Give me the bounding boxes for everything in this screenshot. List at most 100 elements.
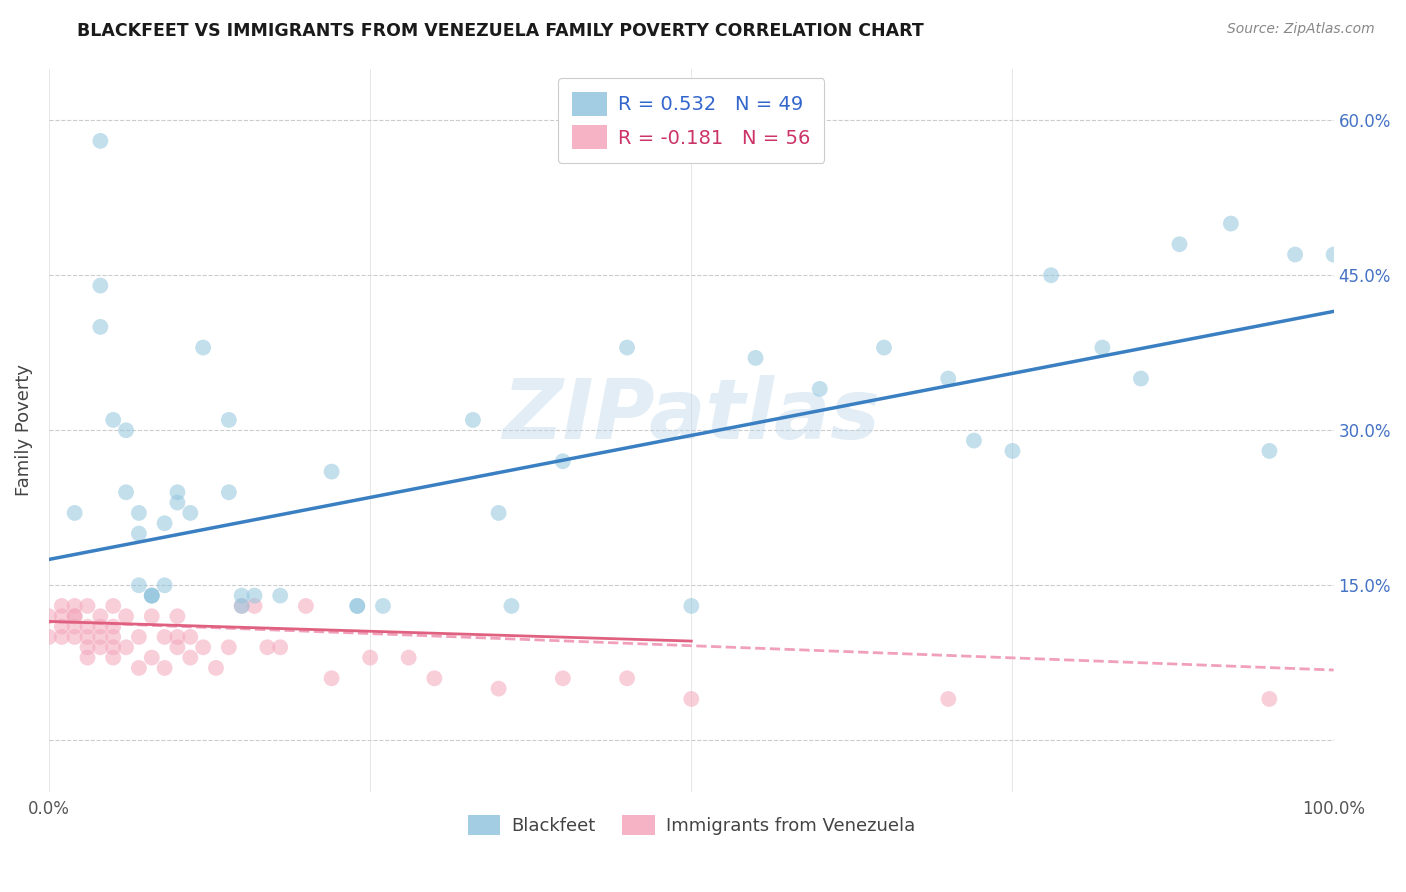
- Point: [63, 619, 86, 633]
- Point: [76, 630, 98, 644]
- Point: [141, 589, 163, 603]
- Point: [616, 341, 638, 355]
- Point: [51, 599, 73, 613]
- Point: [179, 630, 201, 644]
- Point: [89, 640, 111, 655]
- Point: [231, 599, 253, 613]
- Point: [38, 630, 60, 644]
- Point: [346, 599, 368, 613]
- Point: [153, 516, 176, 531]
- Point: [873, 341, 896, 355]
- Point: [179, 506, 201, 520]
- Point: [398, 650, 420, 665]
- Point: [89, 134, 111, 148]
- Point: [166, 495, 188, 509]
- Point: [423, 671, 446, 685]
- Point: [359, 650, 381, 665]
- Point: [115, 640, 138, 655]
- Point: [63, 599, 86, 613]
- Point: [936, 692, 959, 706]
- Point: [218, 413, 240, 427]
- Point: [205, 661, 228, 675]
- Point: [38, 609, 60, 624]
- Point: [89, 609, 111, 624]
- Text: BLACKFEET VS IMMIGRANTS FROM VENEZUELA FAMILY POVERTY CORRELATION CHART: BLACKFEET VS IMMIGRANTS FROM VENEZUELA F…: [77, 22, 924, 40]
- Point: [231, 599, 253, 613]
- Point: [256, 640, 278, 655]
- Point: [166, 640, 188, 655]
- Point: [103, 413, 125, 427]
- Point: [115, 609, 138, 624]
- Point: [1258, 692, 1281, 706]
- Text: Source: ZipAtlas.com: Source: ZipAtlas.com: [1227, 22, 1375, 37]
- Point: [63, 609, 86, 624]
- Point: [153, 578, 176, 592]
- Point: [461, 413, 484, 427]
- Point: [153, 661, 176, 675]
- Point: [63, 609, 86, 624]
- Point: [191, 341, 214, 355]
- Point: [371, 599, 394, 613]
- Point: [103, 650, 125, 665]
- Point: [141, 609, 163, 624]
- Point: [501, 599, 523, 613]
- Text: ZIPatlas: ZIPatlas: [502, 376, 880, 457]
- Point: [551, 454, 574, 468]
- Point: [141, 589, 163, 603]
- Point: [616, 671, 638, 685]
- Point: [191, 640, 214, 655]
- Y-axis label: Family Poverty: Family Poverty: [15, 364, 32, 496]
- Point: [269, 640, 291, 655]
- Point: [89, 619, 111, 633]
- Point: [488, 506, 510, 520]
- Point: [103, 630, 125, 644]
- Point: [76, 619, 98, 633]
- Point: [243, 589, 266, 603]
- Point: [744, 351, 766, 365]
- Point: [76, 640, 98, 655]
- Point: [1323, 247, 1346, 261]
- Point: [1284, 247, 1306, 261]
- Point: [1091, 341, 1114, 355]
- Point: [128, 526, 150, 541]
- Point: [128, 630, 150, 644]
- Point: [808, 382, 831, 396]
- Point: [103, 640, 125, 655]
- Legend: Blackfeet, Immigrants from Venezuela: Blackfeet, Immigrants from Venezuela: [458, 805, 924, 845]
- Point: [231, 589, 253, 603]
- Point: [681, 599, 703, 613]
- Point: [76, 650, 98, 665]
- Point: [153, 630, 176, 644]
- Point: [89, 630, 111, 644]
- Point: [218, 485, 240, 500]
- Point: [103, 619, 125, 633]
- Point: [63, 630, 86, 644]
- Point: [128, 578, 150, 592]
- Point: [51, 609, 73, 624]
- Point: [321, 465, 343, 479]
- Point: [1129, 371, 1152, 385]
- Point: [218, 640, 240, 655]
- Point: [179, 650, 201, 665]
- Point: [1258, 444, 1281, 458]
- Point: [1219, 217, 1241, 231]
- Point: [321, 671, 343, 685]
- Point: [115, 423, 138, 437]
- Point: [89, 319, 111, 334]
- Point: [63, 506, 86, 520]
- Point: [681, 692, 703, 706]
- Point: [346, 599, 368, 613]
- Point: [166, 485, 188, 500]
- Point: [1001, 444, 1024, 458]
- Point: [115, 485, 138, 500]
- Point: [295, 599, 318, 613]
- Point: [269, 589, 291, 603]
- Point: [936, 371, 959, 385]
- Point: [488, 681, 510, 696]
- Point: [243, 599, 266, 613]
- Point: [1168, 237, 1191, 252]
- Point: [89, 278, 111, 293]
- Point: [141, 589, 163, 603]
- Point: [141, 650, 163, 665]
- Point: [551, 671, 574, 685]
